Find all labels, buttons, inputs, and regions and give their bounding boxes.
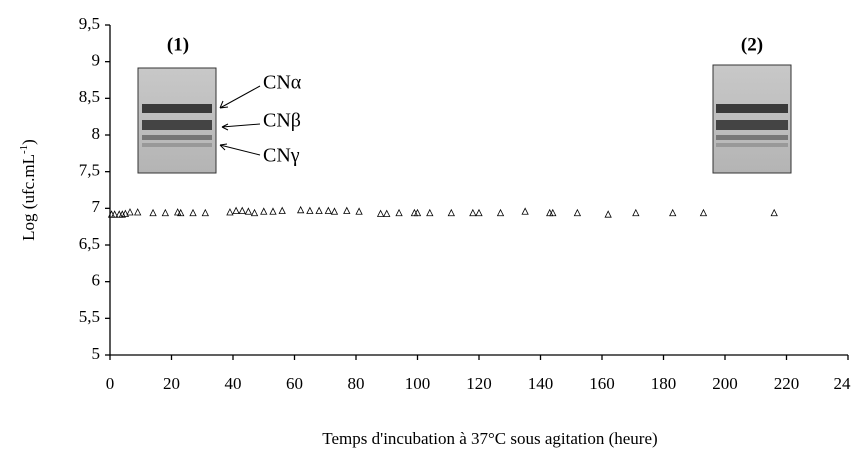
gel-image-2 xyxy=(712,64,792,174)
data-point xyxy=(413,208,422,217)
data-point xyxy=(469,208,477,217)
x-tick-label: 180 xyxy=(651,374,677,393)
data-point xyxy=(604,210,612,218)
y-tick-label: 7 xyxy=(92,197,101,216)
annotation: CNβ xyxy=(263,110,301,132)
x-tick-label: 24 xyxy=(834,374,852,393)
data-point xyxy=(355,207,363,215)
data-point xyxy=(447,208,455,217)
y-label-part: ) xyxy=(19,139,38,145)
data-point xyxy=(699,208,708,217)
data-point xyxy=(238,206,246,214)
x-tick-label: 160 xyxy=(589,374,615,393)
data-point xyxy=(521,207,529,215)
data-point xyxy=(549,208,557,217)
data-point xyxy=(669,208,677,217)
x-tick-label: 60 xyxy=(286,374,303,393)
data-point xyxy=(126,208,134,216)
data-point xyxy=(189,208,197,217)
arrows xyxy=(219,85,261,156)
y-tick-label: 9 xyxy=(92,51,101,70)
y-tick-label: 6,5 xyxy=(79,234,100,253)
y-tick-label: 5,5 xyxy=(79,307,100,326)
data-point xyxy=(324,206,332,214)
annotation: CNα xyxy=(263,72,302,94)
x-tick-label: 200 xyxy=(712,374,738,393)
x-axis-label: Temps d'incubation à 37°C sous agitation… xyxy=(322,429,657,448)
annotation: (2) xyxy=(741,34,763,55)
data-point xyxy=(226,208,234,216)
data-point xyxy=(260,207,268,215)
x-tick-label: 40 xyxy=(225,374,242,393)
data-point xyxy=(343,206,351,214)
y-label-part: Log (ufc.mL xyxy=(19,154,38,241)
x-tick-label: 140 xyxy=(528,374,554,393)
data-point xyxy=(383,209,391,217)
data-point xyxy=(149,208,157,217)
data-point xyxy=(232,206,240,214)
data-point xyxy=(161,208,169,217)
gel-image-1 xyxy=(137,67,217,174)
data-point xyxy=(770,208,778,217)
data-point xyxy=(573,208,582,217)
y-tick-label: 6 xyxy=(92,271,101,290)
data-point xyxy=(201,208,209,217)
annotation: CNγ xyxy=(263,145,300,167)
data-point xyxy=(250,208,259,217)
data-point xyxy=(496,208,505,217)
data-point xyxy=(376,209,385,217)
x-tick-label: 100 xyxy=(405,374,431,393)
y-tick-label: 9,5 xyxy=(79,14,100,33)
data-point xyxy=(306,206,314,214)
data-point xyxy=(475,208,483,217)
annotation: (1) xyxy=(167,34,189,55)
y-tick-label: 5 xyxy=(92,344,101,363)
data-point xyxy=(269,207,277,215)
data-point xyxy=(330,207,339,215)
y-tick-label: 7,5 xyxy=(79,161,100,180)
data-point xyxy=(546,208,554,217)
x-tick-label: 0 xyxy=(106,374,115,393)
data-point xyxy=(110,210,119,218)
data-point xyxy=(632,208,640,217)
data-point xyxy=(410,208,419,217)
data-point xyxy=(426,208,434,217)
data-point xyxy=(134,208,142,216)
x-tick-label: 80 xyxy=(348,374,365,393)
data-point xyxy=(278,206,286,214)
data-point xyxy=(395,208,403,217)
y-axis-label: Log (ufc.mL-1) xyxy=(18,139,38,241)
data-point xyxy=(177,208,185,217)
y-tick-label: 8 xyxy=(92,124,101,143)
data-point xyxy=(315,206,323,214)
y-label-sup: -1 xyxy=(18,145,30,154)
x-tick-label: 20 xyxy=(163,374,180,393)
x-tick-label: 220 xyxy=(774,374,800,393)
data-point xyxy=(121,209,130,217)
y-tick-label: 8,5 xyxy=(79,87,100,106)
data-point xyxy=(244,207,253,215)
data-point xyxy=(297,205,305,214)
x-tick-label: 120 xyxy=(466,374,492,393)
